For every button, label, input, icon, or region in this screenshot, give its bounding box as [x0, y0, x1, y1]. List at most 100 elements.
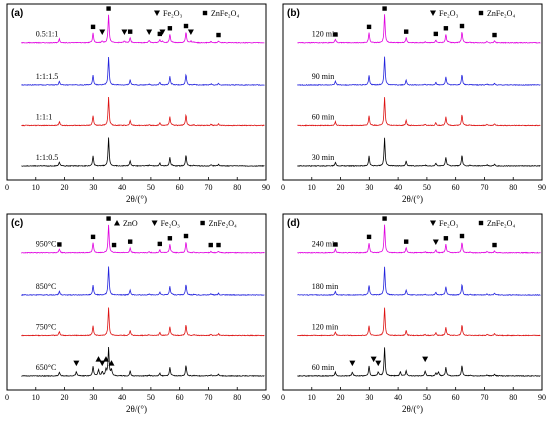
- peak-marker-0: [90, 24, 96, 30]
- peak-marker-6: [459, 23, 465, 29]
- peak-marker-1: [99, 29, 106, 36]
- x-tick-label-6: 60: [176, 183, 184, 192]
- legend-symbol-0: [430, 10, 436, 16]
- peak-marker-2: [106, 6, 111, 11]
- peak-marker-5: [443, 26, 449, 31]
- curve-label-0: 1:1:0.5: [36, 153, 58, 162]
- x-tick-label-5: 50: [423, 183, 431, 192]
- curve-label-3: 120 min: [312, 30, 338, 39]
- peak-marker-4: [433, 31, 439, 37]
- x-tick-label-8: 80: [509, 393, 517, 402]
- phase-marker-0: [349, 360, 356, 367]
- peak-marker-7: [492, 32, 497, 38]
- x-tick-label-0: 0: [281, 183, 285, 192]
- x-tick-label-6: 60: [452, 183, 460, 192]
- x-tick-label-9: 90: [262, 393, 270, 402]
- phase-marker-2: [375, 360, 382, 367]
- peak-marker-4: [127, 29, 133, 34]
- peak-marker-0: [333, 32, 338, 37]
- phase-marker-3: [422, 356, 429, 363]
- curve-label-2: 90 min: [312, 72, 334, 81]
- curve-label-1: 750°C: [36, 322, 57, 331]
- panel-3: (d) Fe₂O₃ ZnFe₂O₄ 60 min 120 min 180 min 240 m…: [281, 213, 546, 414]
- legend-symbol-1: [202, 10, 208, 16]
- curve-1: [21, 307, 265, 337]
- curve-0: [21, 347, 265, 377]
- curve-label-3: 950°C: [36, 240, 57, 249]
- curve-label-2: 1:1:1.5: [36, 72, 58, 81]
- legend-label-1: ZnFe₂O₄: [211, 9, 239, 18]
- x-tick-label-2: 20: [61, 183, 69, 192]
- curve-1: [297, 307, 541, 337]
- peak-marker-8: [167, 26, 173, 31]
- x-tick-label-4: 40: [118, 183, 126, 192]
- legend-label-0: Fe₂O₃: [439, 219, 459, 228]
- curve-label-3: 0.5:1:1: [36, 30, 58, 39]
- legend-symbol-0: [154, 10, 160, 16]
- panel-2: (c) ZnO Fe₂O₃ ZnFe₂O₄ 650°C 750°C 850°C 950°C 0 1…: [5, 213, 270, 414]
- legend-label-1: Fe₂O₃: [161, 219, 181, 228]
- x-tick-label-4: 40: [394, 393, 402, 402]
- peak-marker-2: [382, 6, 387, 11]
- x-tick-label-7: 70: [480, 393, 488, 402]
- x-tick-label-0: 0: [5, 183, 9, 192]
- peak-marker-1: [366, 234, 372, 240]
- x-tick-label-1: 10: [32, 393, 40, 402]
- phase-marker-1: [95, 356, 102, 362]
- peak-marker-9: [216, 242, 221, 248]
- x-tick-label-3: 30: [365, 393, 373, 402]
- peak-marker-6: [167, 236, 173, 241]
- x-tick-label-8: 80: [233, 393, 241, 402]
- legend-symbol-0: [430, 220, 436, 226]
- x-tick-label-7: 70: [480, 183, 488, 192]
- curve-3: [297, 224, 541, 254]
- x-tick-label-1: 10: [32, 183, 40, 192]
- curve-label-3: 240 min: [312, 240, 338, 249]
- x-tick-label-3: 30: [365, 183, 373, 192]
- panel-label: (d): [287, 218, 300, 229]
- curve-label-0: 60 min: [312, 363, 334, 372]
- curve-0: [297, 137, 541, 167]
- curve-label-0: 30 min: [312, 153, 334, 162]
- legend-label-1: ZnFe₂O₄: [487, 9, 515, 18]
- plot-frame: [6, 3, 267, 181]
- x-tick-label-2: 20: [337, 183, 345, 192]
- curve-label-0: 650°C: [36, 363, 57, 372]
- x-tick-label-7: 70: [204, 393, 212, 402]
- x-tick-label-5: 50: [147, 183, 155, 192]
- legend-symbol-2: [200, 220, 205, 226]
- curve-label-1: 120 min: [312, 322, 338, 331]
- peak-marker-2: [382, 216, 387, 221]
- x-tick-label-7: 70: [204, 183, 212, 192]
- peak-marker-9: [183, 23, 189, 29]
- x-tick-label-3: 30: [89, 393, 97, 402]
- x-tick-label-1: 10: [308, 393, 316, 402]
- peak-marker-2: [106, 216, 111, 221]
- legend-symbol-1: [478, 10, 484, 16]
- panel-label: (c): [11, 218, 23, 229]
- curve-2: [297, 56, 541, 86]
- peak-marker-4: [127, 239, 133, 244]
- phase-marker-3: [102, 356, 109, 362]
- peak-marker-6: [459, 233, 465, 239]
- legend-label-0: ZnO: [123, 219, 138, 228]
- peak-marker-0: [333, 242, 338, 247]
- curve-0: [21, 137, 265, 167]
- curve-2: [21, 56, 265, 86]
- peak-marker-3: [121, 29, 128, 36]
- x-tick-label-6: 60: [452, 393, 460, 402]
- peak-marker-6: [157, 31, 163, 37]
- x-tick-label-1: 10: [308, 183, 316, 192]
- legend-symbol-1: [151, 220, 158, 226]
- x-tick-label-4: 40: [118, 393, 126, 402]
- curve-3: [21, 224, 265, 254]
- plot-frame: [282, 3, 543, 181]
- peak-marker-10: [187, 29, 194, 36]
- curve-label-1: 60 min: [312, 112, 334, 121]
- peak-marker-3: [403, 29, 409, 34]
- peak-marker-1: [90, 234, 96, 240]
- x-tick-label-3: 30: [89, 183, 97, 192]
- peak-marker-8: [208, 242, 213, 248]
- x-tick-label-2: 20: [337, 393, 345, 402]
